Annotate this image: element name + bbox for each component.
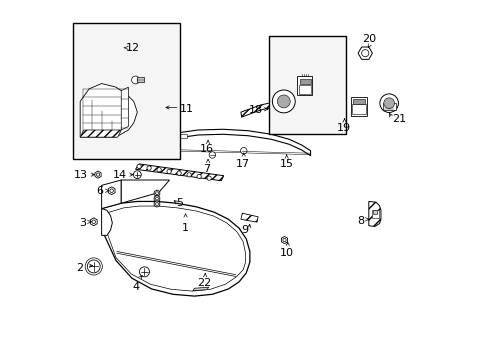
Polygon shape [241,99,342,117]
Circle shape [283,238,285,242]
Text: 15: 15 [279,159,293,169]
Text: 14: 14 [112,170,126,180]
Polygon shape [368,202,380,226]
Text: 22: 22 [197,278,211,288]
Polygon shape [80,84,137,137]
Circle shape [139,267,149,277]
Circle shape [383,98,394,109]
Bar [171,136,177,139]
Circle shape [206,176,211,180]
Circle shape [277,95,290,108]
Polygon shape [154,201,160,207]
Circle shape [141,268,148,275]
Circle shape [166,169,171,174]
Text: 1: 1 [182,223,189,233]
Circle shape [137,164,141,168]
Bar [352,99,364,104]
Text: 3: 3 [80,218,86,228]
Bar [299,78,310,84]
Polygon shape [357,47,372,59]
Bar [180,134,186,138]
Circle shape [155,197,158,200]
Polygon shape [281,237,287,244]
Text: 11: 11 [179,104,193,113]
Bar [298,85,311,94]
Text: 7: 7 [203,164,210,174]
Text: 20: 20 [361,34,375,44]
Circle shape [155,202,158,206]
Circle shape [361,50,368,57]
Text: 4: 4 [132,282,139,292]
Text: 2: 2 [77,262,83,273]
Polygon shape [102,208,112,235]
Polygon shape [121,87,128,130]
Polygon shape [154,195,160,202]
Circle shape [87,260,100,273]
Bar [159,138,165,142]
Bar [382,103,395,111]
Text: 12: 12 [125,43,140,53]
Text: 13: 13 [74,170,88,180]
Text: 10: 10 [279,248,293,258]
Text: 21: 21 [391,114,405,124]
Polygon shape [108,187,115,195]
Bar [371,210,378,217]
Polygon shape [121,180,169,203]
Polygon shape [241,213,258,222]
Polygon shape [90,218,97,226]
Polygon shape [132,129,310,156]
Circle shape [85,258,102,275]
Circle shape [110,189,113,193]
Polygon shape [95,171,101,178]
Polygon shape [192,287,208,291]
Circle shape [379,94,398,112]
Circle shape [133,171,141,179]
Bar [136,77,144,82]
Text: 19: 19 [336,123,350,133]
Circle shape [186,173,191,177]
Circle shape [209,152,215,158]
Text: 18: 18 [249,105,263,115]
Circle shape [147,166,151,170]
Circle shape [157,168,161,172]
Bar [268,36,345,134]
Circle shape [155,192,158,195]
Text: 5: 5 [176,198,183,208]
Polygon shape [154,190,160,197]
Text: 8: 8 [356,216,364,226]
Bar [372,210,377,214]
Text: 6: 6 [96,186,103,196]
Circle shape [131,76,139,84]
Circle shape [177,171,181,175]
Polygon shape [102,180,121,208]
Circle shape [197,174,201,179]
Bar [351,104,365,114]
Bar [350,97,366,116]
Polygon shape [102,202,249,296]
Text: 9: 9 [241,225,247,235]
Circle shape [96,173,100,176]
Circle shape [272,90,295,113]
Text: 17: 17 [235,158,249,168]
Circle shape [92,220,95,224]
Polygon shape [80,130,121,137]
Bar [297,76,312,95]
Circle shape [240,148,246,154]
Bar [73,23,180,158]
Text: 16: 16 [200,144,214,154]
Polygon shape [135,164,224,181]
